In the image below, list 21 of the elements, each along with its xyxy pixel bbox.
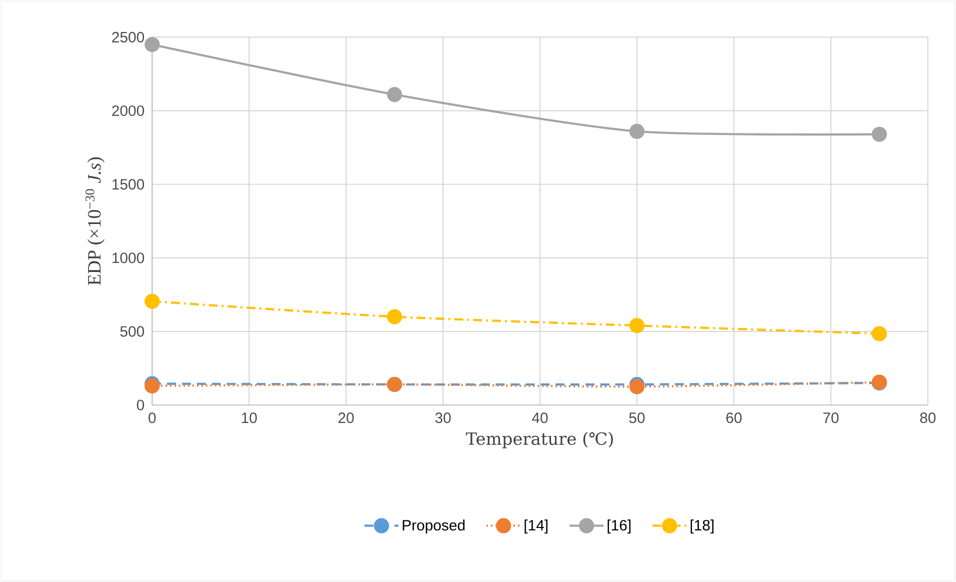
y-tick-label: 500 bbox=[120, 326, 144, 337]
x-tick-label: 50 bbox=[629, 412, 645, 424]
y-tick-label: 2000 bbox=[112, 105, 144, 116]
y-tick-label: 1000 bbox=[112, 252, 144, 264]
legend-label: Proposed bbox=[402, 519, 465, 534]
legend-label: [14] bbox=[524, 519, 548, 534]
legend-label: [16] bbox=[608, 519, 630, 534]
x-tick-label: 30 bbox=[435, 412, 451, 424]
x-tick-label: 60 bbox=[726, 412, 742, 424]
y-tick-label: 1500 bbox=[112, 178, 144, 190]
x-axis-title: Temperature (℃) bbox=[466, 432, 613, 448]
y-tick-label: 2500 bbox=[112, 32, 144, 42]
legend-label: [18] bbox=[690, 519, 714, 534]
y-tick-label: 0 bbox=[136, 400, 144, 410]
x-tick-label: 80 bbox=[920, 412, 936, 424]
y-axis-title: EDP (×10$^{−30}$ J.s) bbox=[85, 157, 105, 286]
x-tick-label: 10 bbox=[242, 412, 257, 424]
x-tick-label: 20 bbox=[338, 412, 354, 424]
x-tick-label: 70 bbox=[823, 412, 839, 424]
x-tick-label: 0 bbox=[148, 412, 156, 424]
x-tick-label: 40 bbox=[532, 412, 548, 424]
